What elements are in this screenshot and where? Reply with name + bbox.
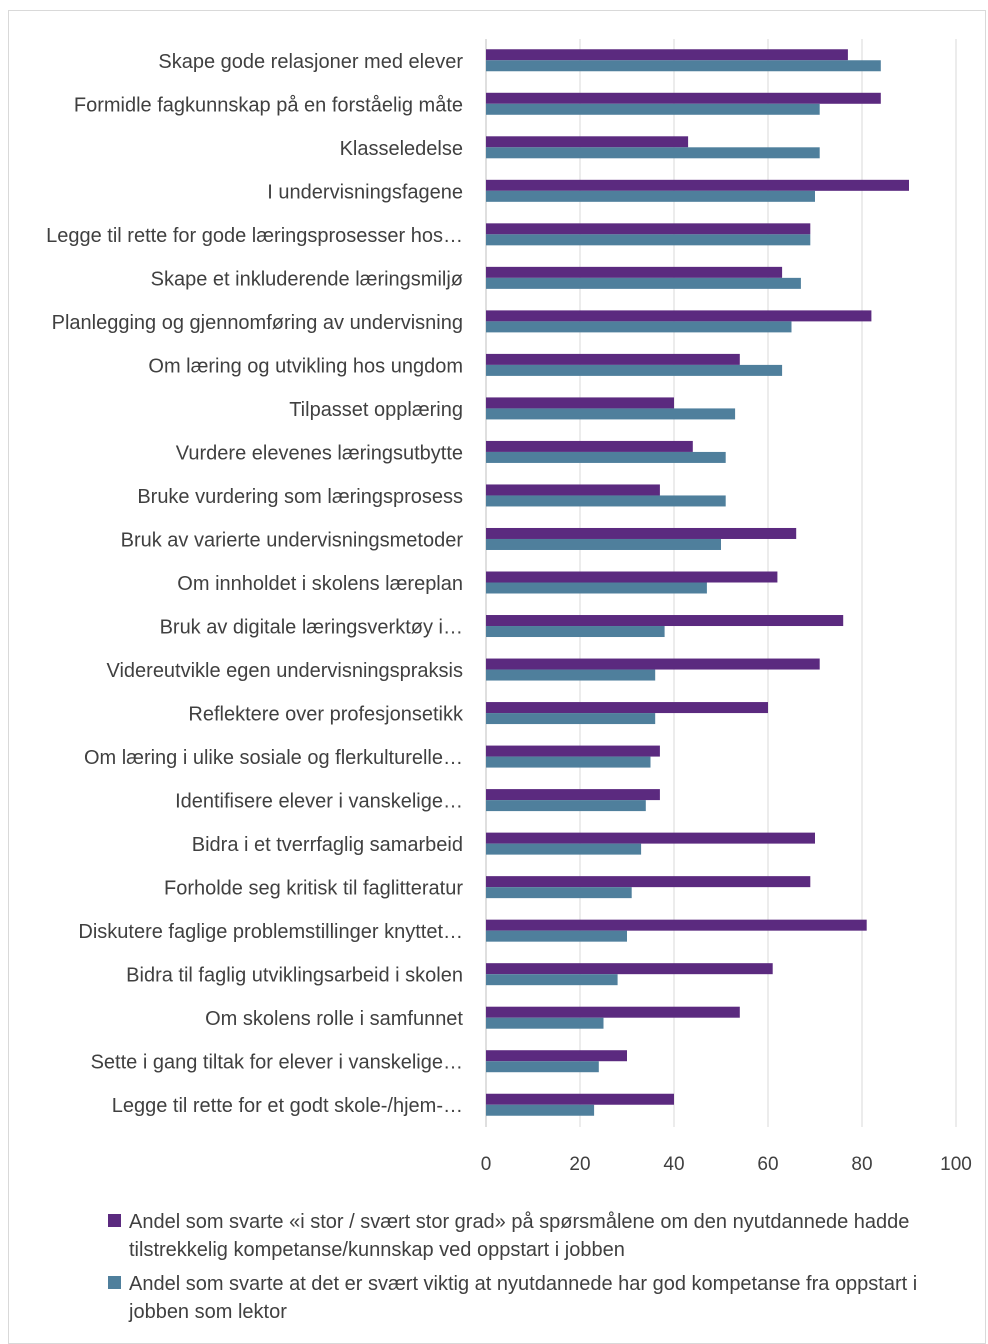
category-label: Om læring i ulike sosiale og flerkulture…	[84, 747, 463, 769]
bars	[486, 49, 909, 1116]
category-label: Om skolens rolle i samfunnet	[205, 1008, 463, 1030]
category-label: Bidra til faglig utviklingsarbeid i skol…	[126, 965, 463, 987]
category-label: Bidra i et tverrfaglig samarbeid	[192, 834, 463, 856]
bar-series-2	[486, 713, 656, 725]
bar-series-1	[486, 919, 867, 931]
bar-series-2	[486, 800, 646, 812]
bar-series-1	[486, 963, 773, 975]
bar-series-2	[486, 930, 627, 942]
bar-series-1	[486, 745, 660, 757]
x-tick-label: 60	[757, 1154, 778, 1175]
bar-series-2	[486, 408, 736, 420]
bar-series-2	[486, 364, 783, 376]
bar-series-1	[486, 789, 660, 801]
bar-series-1	[486, 1093, 674, 1105]
category-label: Bruk av varierte undervisningsmetoder	[121, 529, 464, 551]
bar-series-2	[486, 843, 642, 855]
bar-series-1	[486, 1006, 740, 1018]
bar-series-1	[486, 266, 783, 278]
bar-series-1	[486, 179, 909, 191]
bar-series-1	[486, 615, 844, 627]
category-label: Legge til rette for gode læringsprosesse…	[46, 225, 463, 247]
bar-series-2	[486, 103, 820, 115]
bar-series-2	[486, 451, 726, 463]
bar-series-1	[486, 49, 848, 61]
bar-series-1	[486, 353, 740, 365]
bar-series-1	[486, 440, 693, 452]
bar-series-2	[486, 1104, 595, 1116]
category-label: Bruke vurdering som læringsprosess	[137, 486, 463, 508]
bar-series-2	[486, 1061, 599, 1073]
bar-series-2	[486, 147, 820, 159]
bar-series-1	[486, 484, 660, 496]
category-label: Identifisere elever i vanskelige…	[175, 791, 463, 813]
category-label: Om innholdet i skolens læreplan	[177, 573, 463, 595]
x-tick-label: 100	[940, 1154, 972, 1175]
legend-swatch-series-1	[108, 1214, 121, 1227]
bar-series-1	[486, 571, 778, 583]
category-label: Tilpasset opplæring	[289, 399, 463, 421]
category-label: Klasseledelse	[340, 138, 463, 160]
bar-series-1	[486, 1050, 627, 1062]
bar-series-2	[486, 190, 815, 202]
bar-series-2	[486, 60, 881, 72]
category-label: Legge til rette for et godt skole-/hjem-…	[112, 1095, 463, 1117]
category-label: Planlegging og gjennomføring av undervis…	[52, 312, 463, 334]
bar-series-2	[486, 669, 656, 681]
bar-series-2	[486, 626, 665, 638]
bar-series-1	[486, 92, 881, 104]
category-label: Forholde seg kritisk til faglitteratur	[164, 878, 463, 900]
category-label: Videreutvikle egen undervisningspraksis	[106, 660, 463, 682]
bar-series-1	[486, 702, 768, 714]
category-label: Formidle fagkunnskap på en forståelig må…	[74, 94, 463, 116]
bar-series-2	[486, 277, 801, 289]
bar-series-2	[486, 538, 721, 550]
bar-series-1	[486, 223, 811, 235]
category-label: Sette i gang tiltak for elever i vanskel…	[91, 1052, 463, 1074]
category-label: Skape et inkluderende læringsmiljø	[151, 268, 463, 290]
x-tick-label: 0	[481, 1154, 492, 1175]
bar-series-1	[486, 310, 872, 322]
category-label: Diskutere faglige problemstillinger knyt…	[78, 921, 463, 943]
bar-series-1	[486, 876, 811, 888]
bar-series-2	[486, 234, 811, 246]
category-label: Bruk av digitale læringsverktøy i…	[160, 617, 463, 639]
bar-series-2	[486, 887, 632, 899]
bar-series-2	[486, 321, 792, 333]
category-label: Om læring og utvikling hos ungdom	[148, 355, 463, 377]
bar-series-1	[486, 832, 815, 844]
category-label: I undervisningsfagene	[267, 181, 463, 203]
bar-series-2	[486, 756, 651, 768]
x-tick-label: 80	[851, 1154, 872, 1175]
bar-series-1	[486, 527, 797, 539]
category-label: Skape gode relasjoner med elever	[158, 51, 463, 73]
bar-series-1	[486, 658, 820, 670]
bar-series-2	[486, 582, 707, 594]
legend-label-series-1: Andel som svarte «i stor / svært stor gr…	[129, 1211, 910, 1261]
category-labels: Skape gode relasjoner med elever Formidle…	[46, 51, 464, 1117]
x-tick-label: 20	[569, 1154, 590, 1175]
x-axis-ticks: 0 20 40 60 80 100	[481, 1154, 972, 1175]
bar-series-2	[486, 974, 618, 986]
category-label: Reflektere over profesjonsetikk	[188, 704, 464, 726]
category-label: Vurdere elevenes læringsutbytte	[176, 442, 463, 464]
legend-label-series-2: Andel som svarte at det er svært viktig …	[129, 1273, 918, 1323]
gridlines	[485, 39, 957, 1127]
bar-series-2	[486, 495, 726, 507]
bar-series-2	[486, 1017, 604, 1029]
legend-swatch-series-2	[108, 1276, 121, 1289]
x-tick-label: 40	[663, 1154, 684, 1175]
bar-series-1	[486, 136, 689, 148]
bar-series-1	[486, 397, 674, 409]
